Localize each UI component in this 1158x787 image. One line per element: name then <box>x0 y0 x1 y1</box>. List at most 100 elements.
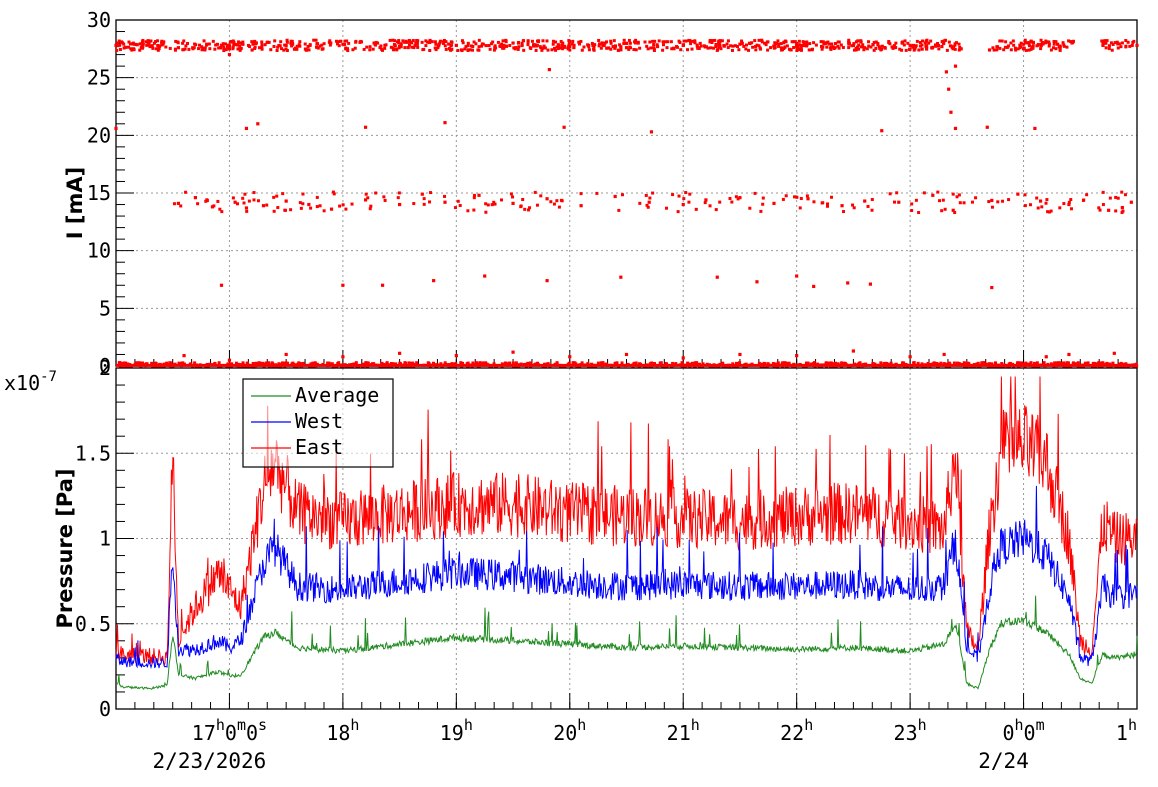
current-point <box>338 204 342 208</box>
current-point <box>394 47 398 51</box>
current-point <box>878 46 882 50</box>
current-point <box>474 361 478 365</box>
current-point <box>862 48 866 52</box>
current-point <box>921 39 925 43</box>
current-point <box>572 43 576 47</box>
current-point <box>731 44 735 48</box>
current-point <box>645 203 649 207</box>
current-point <box>633 41 637 45</box>
current-ytick-label: 10 <box>87 239 111 263</box>
current-point <box>619 48 623 52</box>
current-point <box>990 285 994 290</box>
current-point <box>234 42 238 46</box>
current-point <box>953 126 958 131</box>
current-point <box>128 42 132 46</box>
current-point <box>1113 41 1117 45</box>
current-point <box>345 39 349 43</box>
current-point <box>729 44 733 48</box>
current-point <box>1124 44 1128 48</box>
current-point <box>869 45 873 49</box>
current-point <box>666 40 670 44</box>
current-point <box>426 361 430 365</box>
current-point <box>742 44 746 48</box>
current-point <box>365 45 369 49</box>
current-point <box>536 361 540 365</box>
current-point <box>146 41 150 45</box>
current-point <box>272 195 276 199</box>
current-point <box>124 45 128 49</box>
current-point <box>681 356 685 360</box>
current-point <box>755 280 759 284</box>
current-ytick-label: 25 <box>87 66 111 90</box>
current-point <box>469 44 473 48</box>
current-point <box>687 200 691 204</box>
current-point <box>500 44 504 48</box>
current-point <box>842 210 846 214</box>
current-point <box>747 48 751 52</box>
current-point <box>777 42 781 46</box>
current-point <box>266 361 270 365</box>
current-point <box>282 48 286 52</box>
current-point <box>675 45 679 49</box>
current-point <box>250 40 254 44</box>
current-point <box>597 44 601 48</box>
current-point <box>293 46 297 50</box>
current-point <box>408 39 412 43</box>
current-point <box>627 47 631 51</box>
current-point <box>567 39 571 43</box>
current-point <box>263 43 267 47</box>
current-point <box>726 46 730 50</box>
current-point <box>488 365 492 369</box>
current-point <box>740 41 744 45</box>
current-point <box>688 39 692 43</box>
current-point <box>220 210 224 214</box>
current-point <box>868 282 873 286</box>
current-point <box>714 208 718 212</box>
current-point <box>976 365 980 369</box>
current-point <box>693 41 697 45</box>
current-point <box>541 46 545 50</box>
current-point <box>773 46 777 50</box>
current-point <box>832 365 836 369</box>
current-point <box>1002 48 1006 52</box>
time-tick-label: 20h​ <box>553 716 586 745</box>
current-point <box>226 43 230 47</box>
current-point <box>851 203 855 207</box>
current-point <box>738 361 742 365</box>
current-point <box>218 46 222 50</box>
current-point <box>235 202 239 206</box>
current-point <box>795 41 799 45</box>
current-point <box>924 44 928 48</box>
current-point <box>784 40 788 44</box>
current-point <box>437 44 441 48</box>
current-point <box>810 48 814 52</box>
current-point <box>114 126 118 131</box>
current-point <box>920 362 924 366</box>
current-point <box>464 45 468 49</box>
current-point <box>341 42 345 46</box>
current-point <box>491 40 495 44</box>
current-point <box>127 40 131 44</box>
current-point <box>234 361 238 365</box>
time-tick-label: 23h​ <box>894 716 927 745</box>
current-point <box>1042 362 1046 366</box>
current-point <box>1000 362 1004 366</box>
time-tick-part: 0 <box>1002 721 1014 745</box>
current-point <box>601 43 605 47</box>
current-point <box>918 40 922 44</box>
current-point <box>1031 44 1035 48</box>
current-point <box>628 45 632 49</box>
current-point <box>580 48 584 52</box>
current-point <box>681 43 685 47</box>
current-point <box>350 202 354 206</box>
current-point <box>285 48 289 52</box>
current-point <box>931 362 935 366</box>
current-point <box>240 42 244 46</box>
current-point <box>132 48 136 52</box>
current-point <box>917 48 921 52</box>
current-point <box>368 45 372 49</box>
current-point <box>1107 47 1111 51</box>
current-point <box>138 42 142 46</box>
current-point <box>719 47 723 51</box>
current-point <box>535 203 539 207</box>
